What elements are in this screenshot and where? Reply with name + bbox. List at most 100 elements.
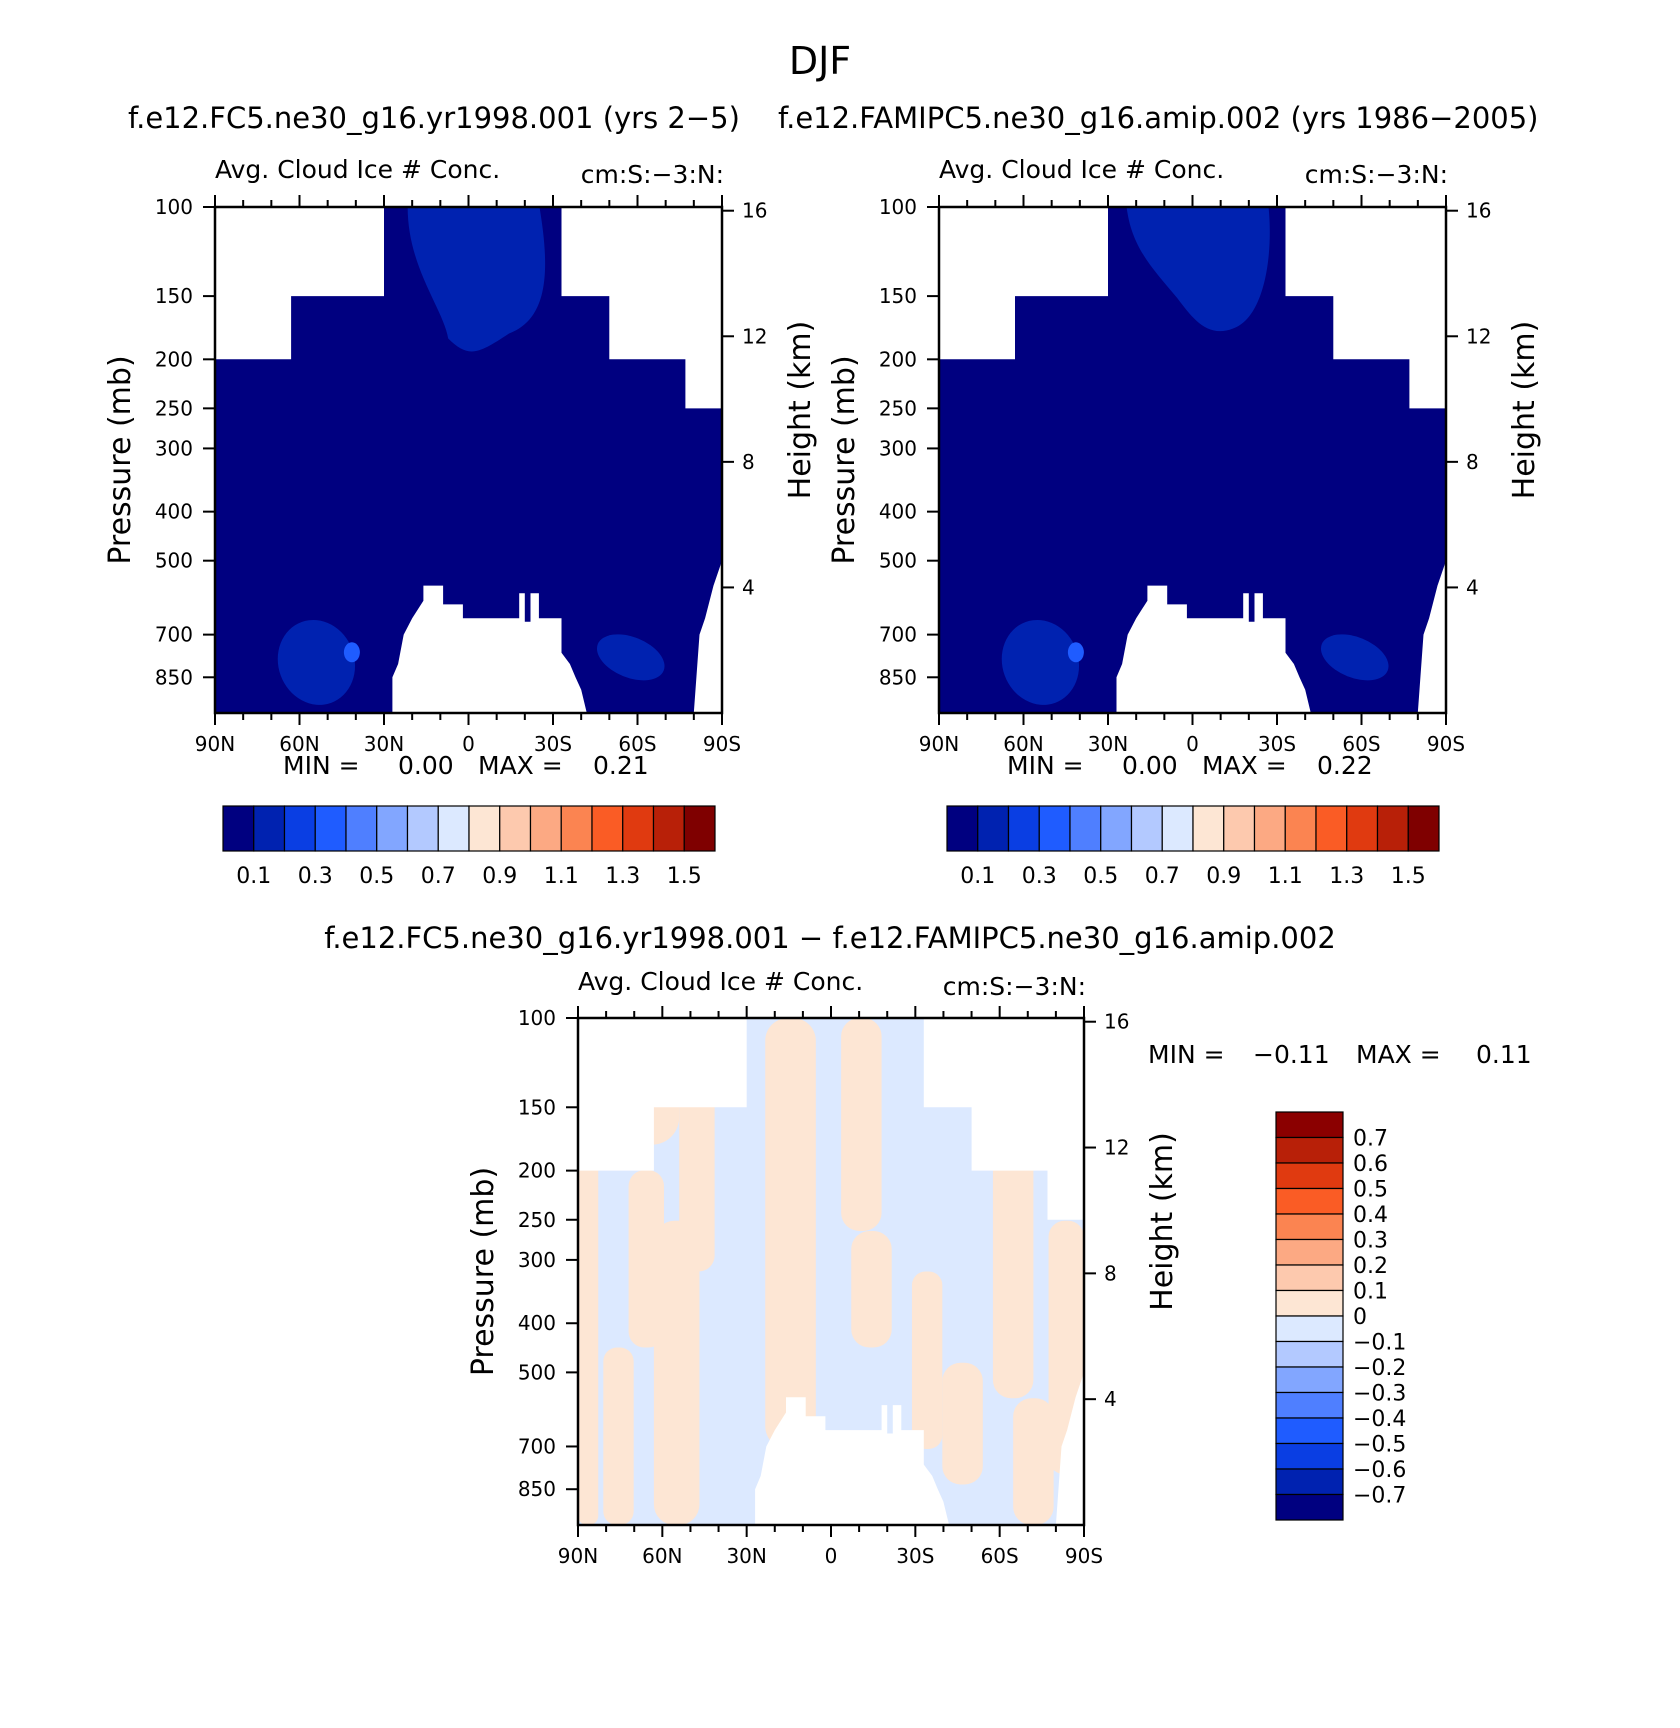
colorbar-label: 1.5 — [667, 864, 702, 889]
positive-region — [1013, 1398, 1054, 1525]
colorbar-box — [1275, 1264, 1344, 1292]
lower-left-patch — [1001, 619, 1080, 705]
colorbar-label: 0.9 — [482, 864, 517, 889]
colorbar-box — [622, 805, 655, 852]
y-tick-label: 200 — [155, 347, 193, 371]
no-data-mask — [923, 1018, 1084, 1220]
colorbar-label: 0.3 — [298, 864, 333, 889]
positive-region — [841, 1018, 882, 1231]
colorbar-label: 0.1 — [236, 864, 271, 889]
colorbar-label: −0.3 — [1353, 1382, 1406, 1407]
y-axis-title: Pressure (mb) — [466, 1167, 501, 1376]
height-axis-title: Height (km) — [1145, 1132, 1180, 1311]
colorbar-label: 1.3 — [605, 864, 640, 889]
colorbar-box — [345, 805, 378, 852]
x-tick-label: 60S — [618, 732, 656, 756]
colorbar-label: 0.1 — [960, 864, 995, 889]
x-tick-label: 90N — [919, 732, 959, 756]
colorbar-box — [222, 805, 255, 852]
colorbar-box — [283, 805, 316, 852]
x-tick-label: 90N — [558, 1544, 598, 1568]
colorbar-label: 0.6 — [1353, 1152, 1388, 1177]
y-tick-label: 100 — [518, 1006, 556, 1030]
y-tick-label: 300 — [155, 436, 193, 460]
no-data-mask — [578, 1018, 747, 1171]
colorbar-box — [529, 805, 562, 852]
min-value: −0.11 — [1253, 1040, 1330, 1069]
x-tick-label: 60N — [1003, 732, 1043, 756]
upper-patch — [407, 207, 546, 352]
lower-left-core — [1067, 642, 1084, 663]
colorbar-label: 0.5 — [359, 864, 394, 889]
colorbar-box — [499, 805, 532, 852]
height-axis-title: Height (km) — [783, 321, 818, 500]
colorbar: 0.1 0.3 0.5 0.7 0.9 1.1 1.3 1.5 — [222, 805, 716, 889]
y-axis-title: Pressure (mb) — [103, 355, 138, 564]
colorbar-label: −0.6 — [1353, 1458, 1406, 1483]
colorbar-label: 1.1 — [1268, 864, 1303, 889]
colorbar-box — [1315, 805, 1348, 852]
colorbar-box — [1223, 805, 1256, 852]
no-data-mask — [392, 585, 587, 713]
positive-region — [992, 1119, 1034, 1399]
y-tick-label: 400 — [879, 500, 917, 524]
x-tick-label: 0 — [1186, 732, 1199, 756]
positive-region — [911, 1271, 943, 1449]
no-data-mask — [939, 207, 1108, 360]
colorbar-box — [1192, 805, 1225, 852]
min-label: MIN = — [1007, 751, 1084, 780]
min-value: 0.00 — [398, 751, 454, 780]
colorbar-box — [1253, 805, 1286, 852]
positive-region — [851, 1230, 892, 1348]
height-axis-title: Height (km) — [1507, 321, 1542, 500]
x-tick-label: 90S — [703, 732, 741, 756]
colorbar-label: 0.3 — [1022, 864, 1057, 889]
colorbar-box — [560, 805, 593, 852]
no-data-mask — [693, 560, 722, 713]
positive-region — [653, 1220, 700, 1525]
x-tick-label: 30N — [1088, 732, 1128, 756]
colorbar-box — [1100, 805, 1133, 852]
min-label: MIN = — [1148, 1040, 1225, 1069]
colorbar-box — [406, 805, 439, 852]
x-tick-label: 30N — [364, 732, 404, 756]
variable-label: Avg. Cloud Ice # Conc. — [939, 155, 1224, 184]
x-tick-label: 60S — [981, 1544, 1019, 1568]
max-value: 0.21 — [593, 751, 649, 780]
y-tick-label: 300 — [879, 436, 917, 460]
colorbar-label: 1.5 — [1391, 864, 1426, 889]
height-tick-label: 16 — [1104, 1010, 1129, 1034]
field — [215, 207, 722, 713]
colorbar-box — [1275, 1289, 1344, 1317]
colorbar-label: −0.4 — [1353, 1407, 1406, 1432]
y-tick-label: 250 — [518, 1208, 556, 1232]
y-tick-label: 400 — [518, 1311, 556, 1335]
colorbar-box — [1275, 1468, 1344, 1496]
colorbar-box — [1275, 1366, 1344, 1394]
x-tick-label: 30S — [534, 732, 572, 756]
height-tick-label: 4 — [742, 575, 755, 599]
height-tick-label: 16 — [1466, 199, 1491, 223]
y-tick-label: 500 — [879, 549, 917, 573]
colorbar-label: −0.5 — [1353, 1433, 1406, 1458]
height-tick-label: 16 — [742, 199, 767, 223]
colorbar-box — [946, 805, 979, 852]
colorbar-box — [683, 805, 716, 852]
colorbar-box — [1275, 1187, 1344, 1215]
colorbar-label: 0.7 — [421, 864, 456, 889]
colorbar-label: 0.5 — [1353, 1178, 1388, 1203]
y-tick-label: 850 — [518, 1477, 556, 1501]
colorbar-box — [1346, 805, 1379, 852]
colorbar-box — [253, 805, 286, 852]
x-tick-label: 60N — [642, 1544, 682, 1568]
no-data-mask — [1285, 207, 1446, 409]
no-data-mask — [215, 207, 384, 360]
colorbar-box — [1376, 805, 1409, 852]
colorbar-box — [376, 805, 409, 852]
y-tick-label: 200 — [518, 1159, 556, 1183]
units-label: cm:S:−3:N: — [943, 972, 1086, 1001]
x-tick-label: 30S — [1258, 732, 1296, 756]
panel-1: f.e12.FC5.ne30_g16.yr1998.001 (yrs 2−5) A… — [103, 101, 818, 889]
